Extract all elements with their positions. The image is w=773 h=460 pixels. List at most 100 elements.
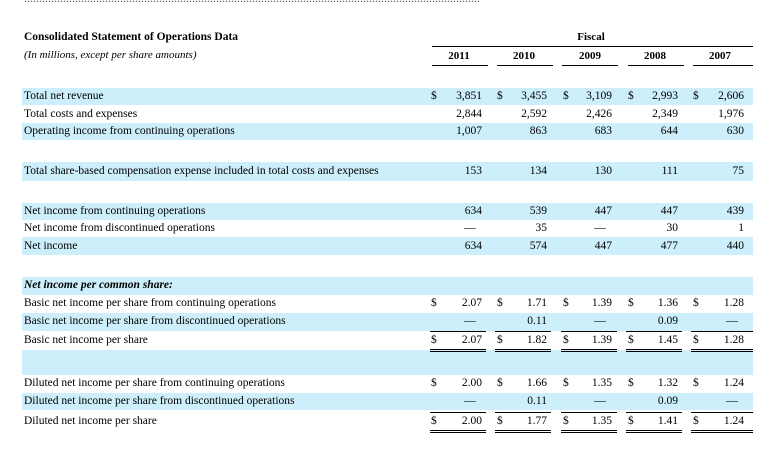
- shaded-band: [22, 162, 753, 181]
- total-double-rule: [626, 430, 682, 431]
- cropped-text-line: ........................................…: [0, 0, 773, 5]
- shaded-band: [22, 203, 753, 220]
- cell-value: 1.77: [526, 415, 547, 427]
- cell-value: 1.66: [526, 377, 547, 389]
- currency-symbol: $: [431, 377, 437, 389]
- total-double-rule: [691, 349, 753, 350]
- cell-value: 130: [594, 165, 612, 177]
- currency-symbol: $: [628, 90, 634, 102]
- table-row: Total share-based compensation expense i…: [0, 163, 773, 181]
- year-header-2008: 2008: [644, 50, 666, 62]
- currency-symbol: $: [497, 377, 503, 389]
- total-double-rule: [561, 430, 617, 431]
- cell-value: 1.82: [526, 334, 547, 346]
- total-double-rule: [626, 432, 682, 433]
- currency-symbol: $: [693, 334, 699, 346]
- cell-value: 683: [594, 125, 612, 137]
- cell-value: 2,592: [521, 108, 547, 120]
- year-rule-2008: [628, 65, 684, 66]
- subtotal-rule: [495, 412, 551, 413]
- row-label: Operating income from continuing operati…: [24, 125, 235, 137]
- cell-value: 2,606: [718, 90, 744, 102]
- subtotal-rule: [430, 331, 486, 332]
- total-double-rule: [495, 351, 551, 352]
- currency-symbol: $: [628, 415, 634, 427]
- row-label: Total net revenue: [24, 90, 104, 102]
- subtotal-rule: [561, 331, 617, 332]
- cell-value: —: [464, 222, 476, 234]
- cell-value: —: [594, 395, 606, 407]
- row-label: Basic net income per share from continui…: [24, 297, 276, 309]
- cell-value: 134: [529, 165, 547, 177]
- cell-value: 1.24: [723, 415, 744, 427]
- total-double-rule: [626, 351, 682, 352]
- subtotal-rule: [430, 412, 486, 413]
- cell-value: 447: [594, 205, 612, 217]
- currency-symbol: $: [563, 90, 569, 102]
- cell-value: 2.00: [461, 415, 482, 427]
- currency-symbol: $: [628, 334, 634, 346]
- cell-value: 0.11: [527, 315, 547, 327]
- table-row: Diluted net income per share $ $ $ $ $2.00 1.7…: [0, 413, 773, 431]
- table-row: Basic net income per share $ $ $ $ $2.07 1.82 1…: [0, 332, 773, 350]
- cell-value: 2.07: [461, 334, 482, 346]
- cell-value: 35: [535, 222, 548, 234]
- cell-value: 539: [529, 205, 547, 217]
- table-row: Diluted net income per share from contin…: [0, 375, 773, 393]
- total-double-rule: [561, 351, 617, 352]
- shaded-band: [22, 88, 753, 105]
- cell-value: 3,109: [586, 90, 612, 102]
- table-row: Operating income from continuing operati…: [0, 123, 773, 141]
- subtotal-rule: [495, 331, 551, 332]
- table-row: Basic net income per share from continui…: [0, 295, 773, 313]
- cell-value: 1.35: [591, 415, 612, 427]
- total-double-rule: [430, 430, 486, 431]
- fiscal-header: Fiscal: [577, 31, 605, 43]
- row-label: Total share-based compensation expense i…: [24, 165, 379, 177]
- cell-value: 1.39: [591, 334, 612, 346]
- shaded-band: [22, 123, 753, 140]
- cell-value: 1.32: [657, 377, 678, 389]
- shaded-band: [22, 277, 753, 295]
- cell-value: 440: [726, 240, 744, 252]
- cell-value: 3,455: [521, 90, 547, 102]
- cell-value: 2,993: [652, 90, 678, 102]
- shaded-band: [22, 237, 753, 255]
- cell-value: —: [726, 315, 738, 327]
- cell-value: —: [464, 395, 476, 407]
- cell-value: 1.36: [657, 297, 678, 309]
- cell-value: 630: [726, 125, 744, 137]
- currency-symbol: $: [628, 297, 634, 309]
- cell-value: 1,976: [718, 108, 744, 120]
- table-row: Basic net income per share from disconti…: [0, 313, 773, 331]
- table-row: Total net revenue $ $ $ $ $3,851 3,455 3,109 2,9…: [0, 88, 773, 106]
- table-title: Consolidated Statement of Operations Dat…: [24, 31, 239, 43]
- cell-value: —: [726, 395, 738, 407]
- cell-value: 153: [464, 165, 482, 177]
- currency-symbol: $: [563, 415, 569, 427]
- row-label: Net income: [24, 240, 78, 252]
- row-label: Basic net income per share from disconti…: [24, 315, 286, 327]
- year-header-2011: 2011: [448, 50, 470, 62]
- row-label: Net income per common share:: [24, 279, 173, 291]
- currency-symbol: $: [431, 90, 437, 102]
- row-label: Diluted net income per share from contin…: [24, 377, 285, 389]
- cell-value: 0.09: [657, 315, 678, 327]
- total-double-rule: [495, 430, 551, 431]
- currency-symbol: $: [628, 377, 634, 389]
- cell-value: 447: [660, 205, 678, 217]
- cell-value: 2,844: [456, 108, 482, 120]
- table-row: Diluted net income per share from discon…: [0, 393, 773, 411]
- total-double-rule: [495, 432, 551, 433]
- table-subtitle: (In millions, except per share amounts): [24, 49, 197, 61]
- shaded-band: [22, 350, 753, 375]
- row-label: Net income from discontinued operations: [24, 222, 215, 234]
- currency-symbol: $: [693, 415, 699, 427]
- table-row: Net income from continuing operations 634…: [0, 203, 773, 221]
- total-double-rule: [430, 351, 486, 352]
- currency-symbol: $: [693, 377, 699, 389]
- subtotal-rule: [626, 412, 682, 413]
- currency-symbol: $: [431, 297, 437, 309]
- subtotal-rule: [691, 331, 753, 332]
- cell-value: 1.41: [657, 415, 678, 427]
